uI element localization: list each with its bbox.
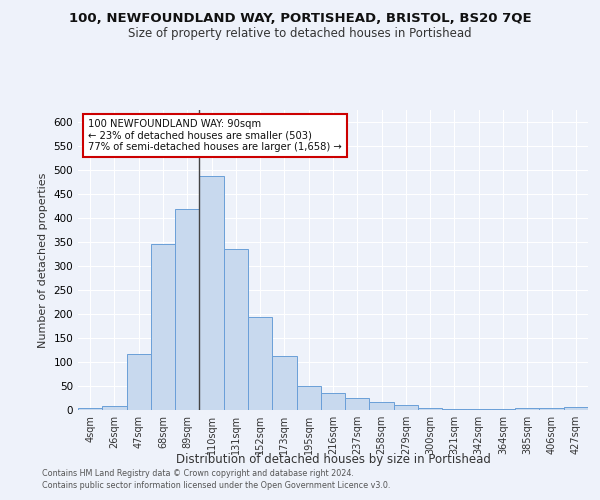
Text: Distribution of detached houses by size in Portishead: Distribution of detached houses by size … (176, 452, 490, 466)
Bar (272, 356, 296, 410)
Bar (78, 408, 102, 410)
Bar (175, 209, 199, 410)
Bar (321, 393, 345, 410)
Bar (418, 408, 442, 410)
Bar (467, 409, 491, 410)
Bar (151, 244, 175, 410)
Bar (345, 398, 370, 410)
Text: 100 NEWFOUNDLAND WAY: 90sqm
← 23% of detached houses are smaller (503)
77% of se: 100 NEWFOUNDLAND WAY: 90sqm ← 23% of det… (88, 119, 342, 152)
Bar (224, 249, 248, 410)
Text: Contains public sector information licensed under the Open Government Licence v3: Contains public sector information licen… (42, 481, 391, 490)
Bar (564, 407, 588, 410)
Text: Contains HM Land Registry data © Crown copyright and database right 2024.: Contains HM Land Registry data © Crown c… (42, 468, 354, 477)
Bar (515, 408, 539, 410)
Bar (199, 176, 224, 410)
Bar (127, 354, 151, 410)
Bar (296, 386, 321, 410)
Bar (248, 318, 272, 410)
Bar (491, 409, 515, 410)
Text: 100, NEWFOUNDLAND WAY, PORTISHEAD, BRISTOL, BS20 7QE: 100, NEWFOUNDLAND WAY, PORTISHEAD, BRIST… (68, 12, 532, 26)
Bar (394, 405, 418, 410)
Y-axis label: Number of detached properties: Number of detached properties (38, 172, 48, 348)
Bar (370, 402, 394, 410)
Bar (539, 408, 564, 410)
Text: Size of property relative to detached houses in Portishead: Size of property relative to detached ho… (128, 28, 472, 40)
Bar (102, 406, 127, 410)
Bar (442, 408, 467, 410)
